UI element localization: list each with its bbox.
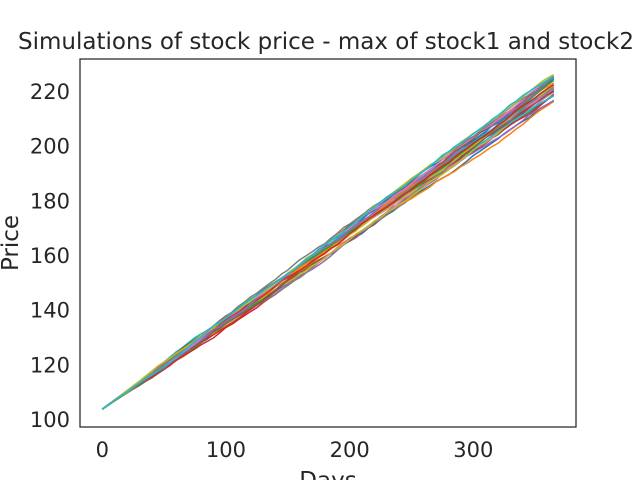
y-tick-label: 180 [30,189,70,213]
y-tick-label: 220 [30,80,70,104]
y-axis-label: Price [0,215,24,271]
y-tick-label: 160 [30,244,70,268]
series-line [101,84,555,410]
y-tick-label: 140 [30,299,70,323]
plot-frame [79,58,577,428]
y-tick-label: 120 [30,353,70,377]
y-tick-label: 100 [30,408,70,432]
y-tick-label: 200 [30,135,70,159]
chart-title: Simulations of stock price - max of stoc… [18,29,634,55]
plot-lines [101,73,555,410]
x-tick-label: 0 [96,438,109,462]
series-line [101,75,555,410]
x-axis-label: Days [299,468,356,480]
x-tick-label: 100 [206,438,246,462]
x-tick-label: 200 [330,438,370,462]
series-line [101,75,555,410]
y-axis-ticks: 100 120 140 160 180 200 220 [30,80,70,432]
x-axis-ticks: 0 100 200 300 [96,438,494,462]
x-tick-label: 300 [453,438,493,462]
